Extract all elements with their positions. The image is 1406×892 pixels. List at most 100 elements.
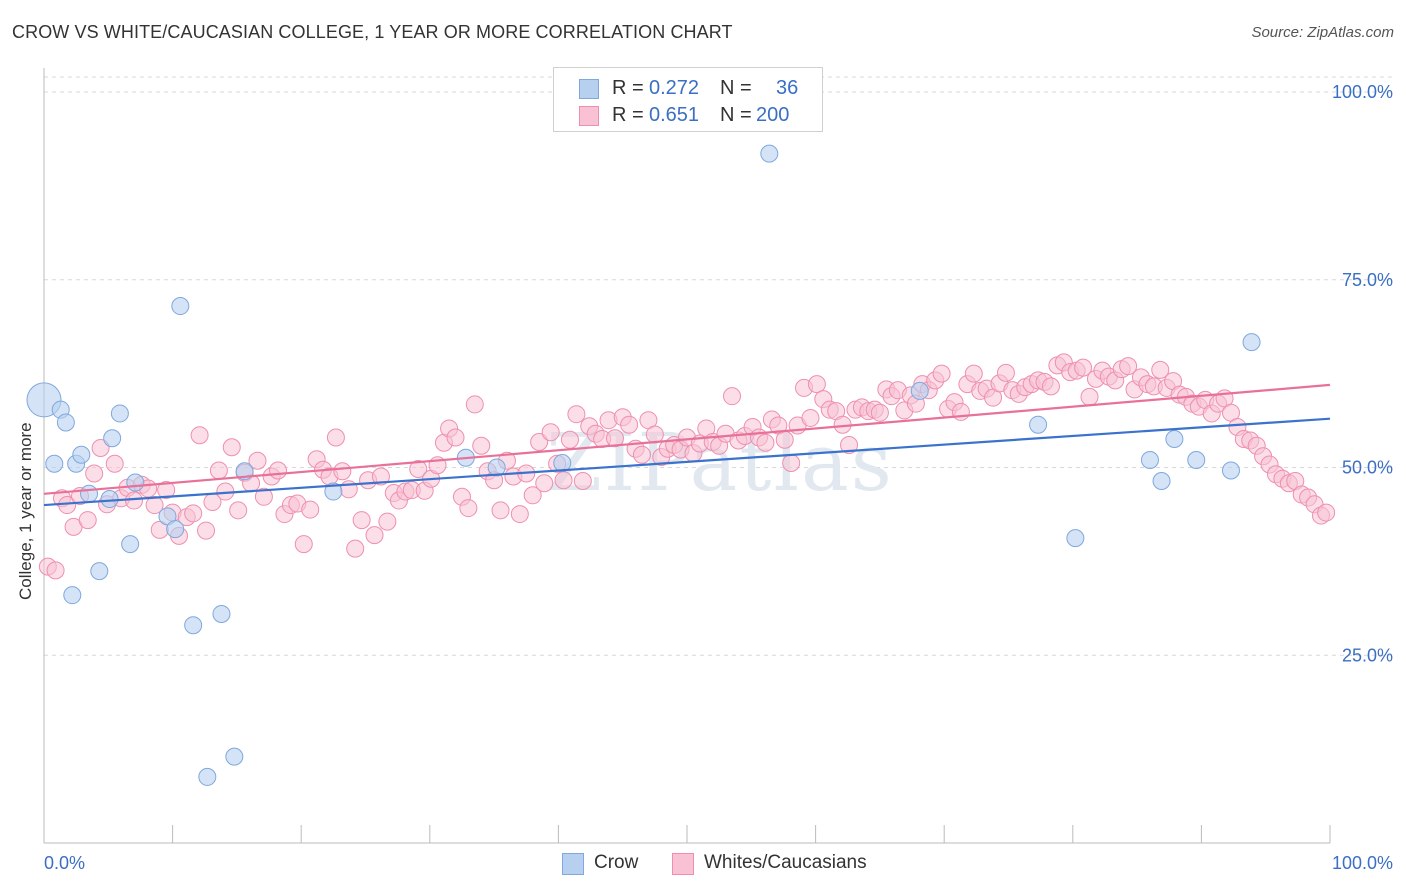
- crow-point: [212, 604, 231, 623]
- whites-point: [996, 363, 1015, 382]
- whites-point: [190, 426, 209, 445]
- legend-r-label: R =: [612, 77, 644, 99]
- whites-point: [301, 500, 320, 519]
- whites-point: [209, 461, 228, 480]
- crow-point: [100, 490, 119, 509]
- crow-point: [90, 562, 109, 581]
- crow-point: [63, 586, 82, 605]
- whites-point: [491, 501, 510, 520]
- whites-point: [782, 454, 801, 473]
- crow-point: [324, 482, 343, 501]
- whites-point: [632, 445, 651, 464]
- crow-point: [166, 520, 185, 539]
- legend-n-label: N =: [720, 104, 752, 126]
- legend-n-label: N =: [720, 77, 752, 99]
- whites-point: [620, 415, 639, 434]
- crow-point: [1152, 472, 1171, 491]
- whites-point: [801, 408, 820, 427]
- crow-legend-label: Crow: [594, 852, 639, 873]
- y-tick-label: 75.0%: [1342, 270, 1393, 290]
- y-tick-label: 50.0%: [1342, 458, 1393, 478]
- crow-point: [910, 381, 929, 400]
- whites-point: [807, 375, 826, 394]
- whites-point: [605, 429, 624, 448]
- whites-point: [184, 504, 203, 523]
- trend-lines: [43, 383, 1331, 507]
- crow-trend-line: [43, 417, 1331, 507]
- whites-point: [378, 512, 397, 531]
- whites-point: [1080, 387, 1099, 406]
- whites-point: [510, 505, 529, 524]
- whites-point: [409, 460, 428, 479]
- crow-point: [184, 616, 203, 635]
- y-tick-label: 100.0%: [1332, 82, 1393, 102]
- whites-point: [964, 364, 983, 383]
- whites-point: [446, 428, 465, 447]
- crow-point: [126, 473, 145, 492]
- crow-point: [760, 144, 779, 163]
- legend-r-value: 0.651: [649, 104, 700, 126]
- whites-point: [85, 464, 104, 483]
- crow-point: [1029, 415, 1048, 434]
- whites-point: [554, 471, 573, 490]
- whites-point: [248, 451, 267, 470]
- whites-point: [465, 395, 484, 414]
- whites-point: [222, 438, 241, 457]
- whites-point: [157, 481, 176, 500]
- whites-point: [229, 501, 248, 520]
- whites-point: [951, 402, 970, 421]
- whites-point: [472, 436, 491, 455]
- crow-point: [1221, 461, 1240, 480]
- crow-point: [56, 413, 75, 432]
- whites-point: [567, 405, 586, 424]
- whites-point: [756, 433, 775, 452]
- whites-point: [197, 521, 216, 540]
- whites-swatch: [672, 853, 694, 875]
- chart-title: CROW VS WHITE/CAUCASIAN COLLEGE, 1 YEAR …: [12, 22, 733, 42]
- whites-point: [840, 435, 859, 454]
- whites-point: [46, 561, 65, 580]
- crow-point: [103, 429, 122, 448]
- whites-caucasians-points: [38, 353, 1336, 580]
- whites-point: [535, 474, 554, 493]
- legend-r-value: 0.272: [649, 77, 700, 99]
- whites-point: [91, 438, 110, 457]
- source-label: Source: ZipAtlas.com: [1251, 24, 1394, 41]
- crow-point: [553, 454, 572, 473]
- whites-swatch: [579, 106, 599, 126]
- crow-swatch: [579, 79, 599, 99]
- crow-point: [121, 535, 140, 554]
- whites-point: [254, 487, 273, 506]
- whites-point: [269, 461, 288, 480]
- whites-point: [294, 535, 313, 554]
- legend-n-value: 200: [756, 104, 790, 126]
- y-tick-label: 25.0%: [1342, 645, 1393, 665]
- crow-point: [198, 767, 217, 786]
- x-tick-label: 100.0%: [1332, 853, 1393, 873]
- whites-point: [333, 462, 352, 481]
- legend-r-label: R =: [612, 104, 644, 126]
- grid-lines: [44, 76, 1392, 656]
- crow-point: [110, 404, 129, 423]
- crow-point: [1066, 529, 1085, 548]
- crow-point: [80, 484, 99, 503]
- axes: [43, 68, 1331, 844]
- crow-point: [171, 297, 190, 316]
- crow-swatch: [562, 853, 584, 875]
- x-tick-label: 0.0%: [44, 853, 85, 873]
- whites-point: [125, 491, 144, 510]
- whites-point: [105, 454, 124, 473]
- whites-point: [1317, 503, 1336, 522]
- whites-point: [870, 403, 889, 422]
- whites-point: [326, 428, 345, 447]
- crow-point: [1242, 333, 1261, 352]
- crow-point: [225, 747, 244, 766]
- crow-points: [26, 144, 1261, 786]
- whites-point: [932, 364, 951, 383]
- whites-point: [523, 486, 542, 505]
- legend-n-value: 36: [776, 77, 799, 99]
- crow-point: [72, 445, 91, 464]
- crow-point: [1187, 451, 1206, 469]
- whites-point: [573, 472, 592, 491]
